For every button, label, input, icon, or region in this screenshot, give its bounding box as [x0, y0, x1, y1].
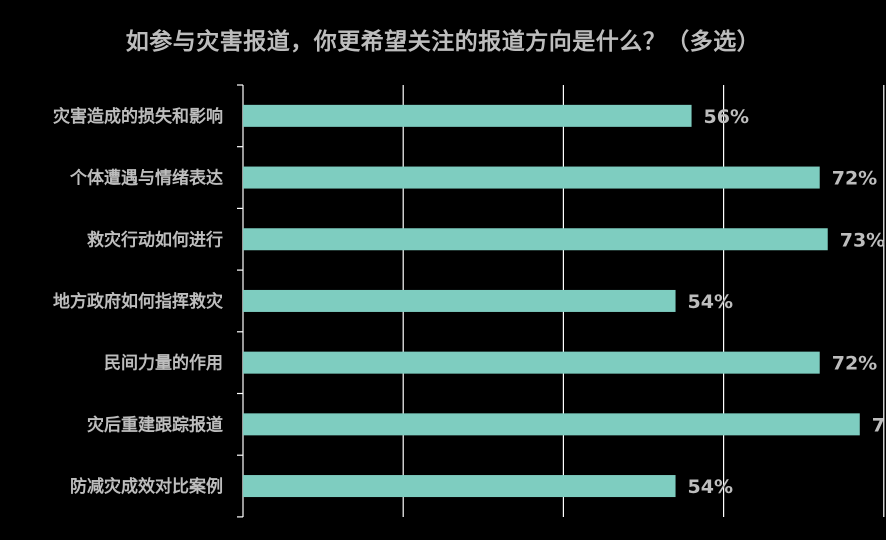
- data-label: 73%: [840, 229, 885, 251]
- category-label: 灾害造成的损失和影响: [53, 106, 223, 127]
- data-label: 54%: [688, 476, 733, 498]
- data-label: 56%: [704, 106, 749, 128]
- bars: [243, 104, 860, 498]
- category-label: 灾后重建跟踪报道: [87, 414, 223, 435]
- category-label: 个体遭遇与情绪表达: [69, 168, 223, 189]
- bar: [243, 351, 820, 374]
- bar: [243, 475, 676, 498]
- bar: [243, 413, 860, 436]
- labels: 灾害造成的损失和影响 56% 个体遭遇与情绪表达 72% 救灾行动如何进行 73% 地方政府…: [53, 106, 886, 498]
- category-axis: [237, 84, 244, 518]
- data-label: 54%: [688, 291, 733, 313]
- category-label: 防减灾成效对比案例: [70, 476, 223, 497]
- bar: [243, 228, 828, 251]
- category-label: 救灾行动如何进行: [87, 229, 223, 250]
- data-label: 77%: [872, 414, 886, 436]
- bar: [243, 166, 820, 189]
- data-label: 72%: [832, 168, 877, 190]
- category-label: 地方政府如何指挥救灾: [53, 291, 224, 312]
- bar: [243, 104, 692, 127]
- chart-title: 如参与灾害报道，你更希望关注的报道方向是什么？（多选）: [125, 29, 761, 55]
- category-label: 民间力量的作用: [104, 353, 223, 374]
- bar: [243, 289, 676, 312]
- data-label: 72%: [832, 353, 877, 375]
